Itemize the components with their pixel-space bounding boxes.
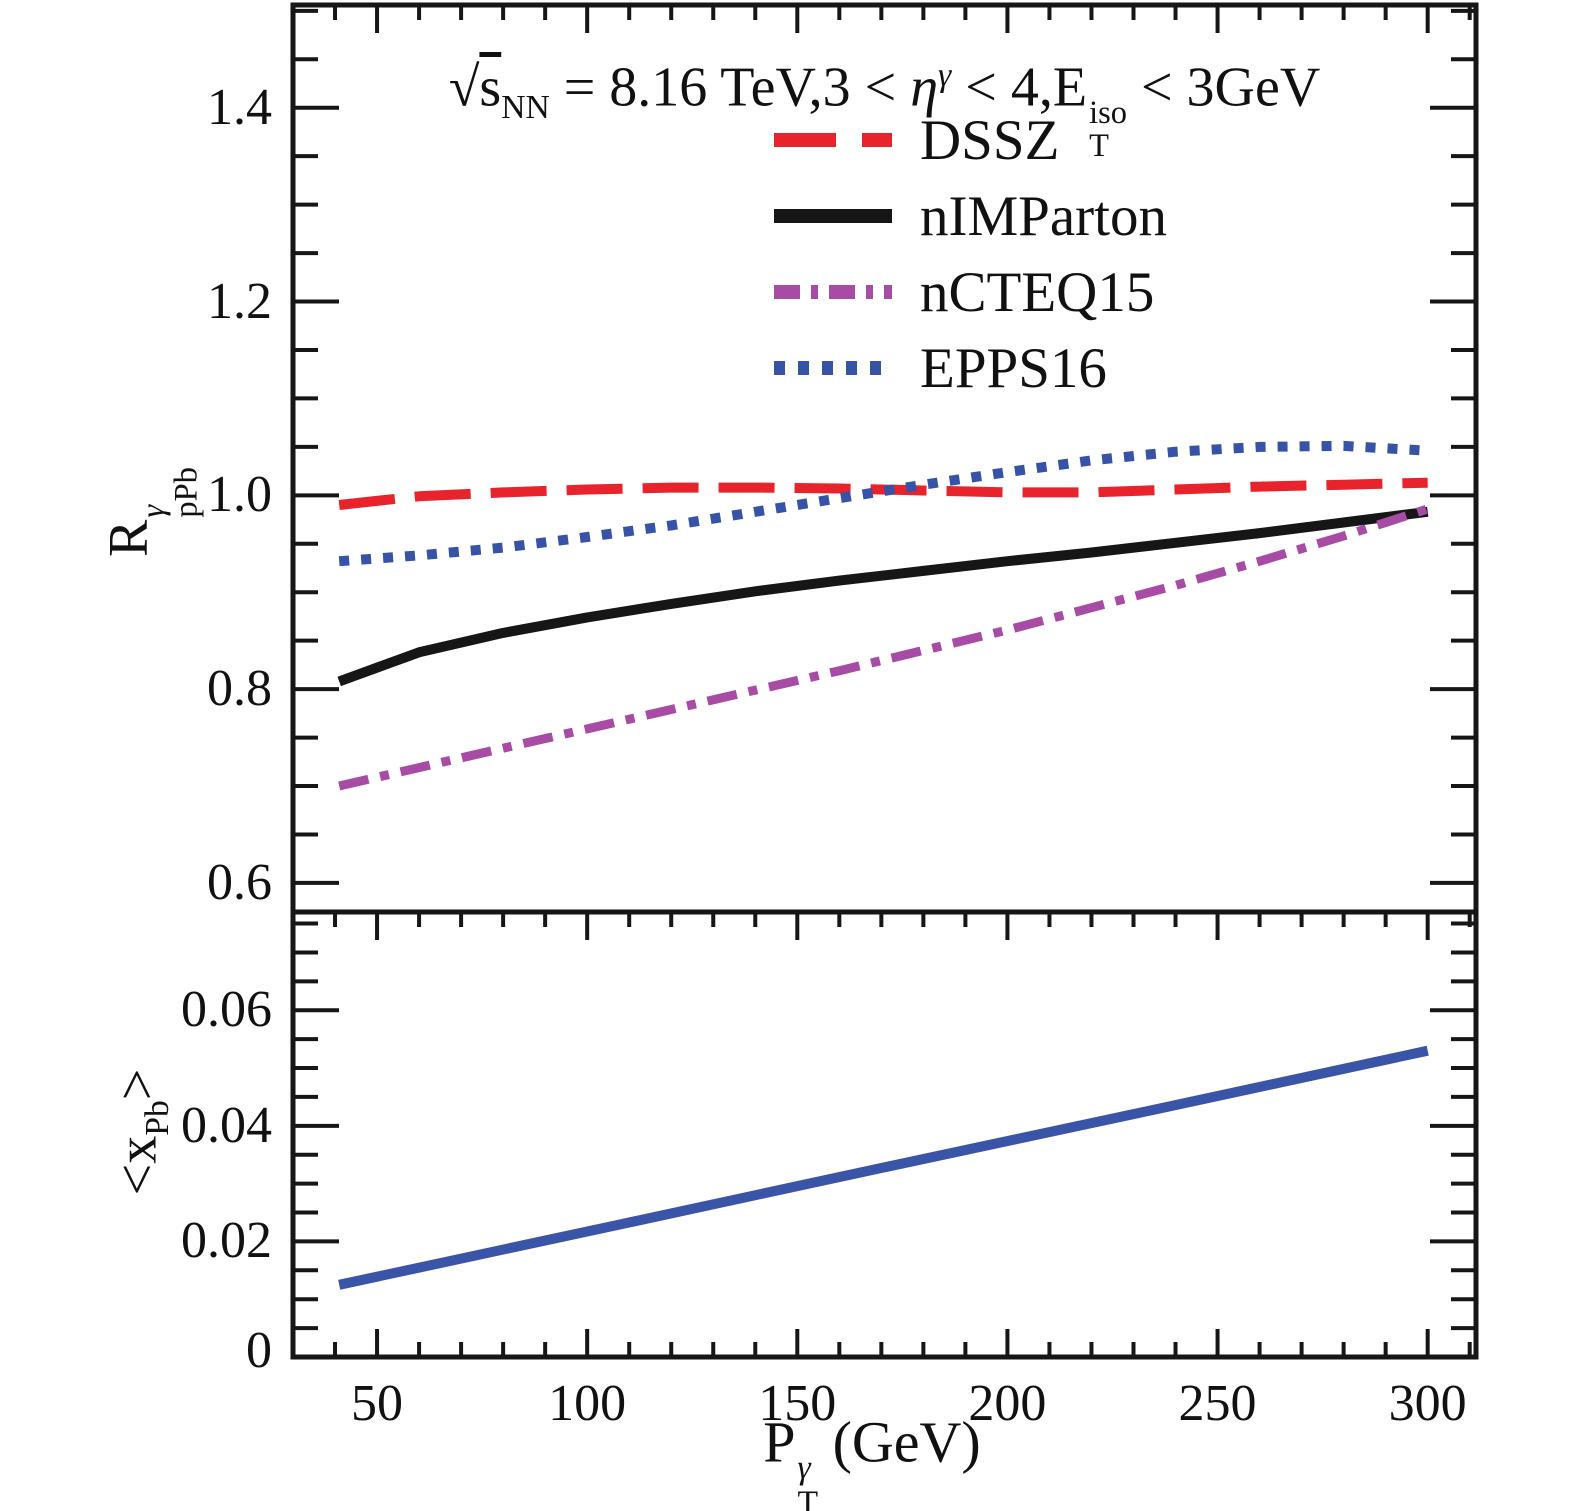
legend-swatch-epps16-dotted-line xyxy=(774,361,892,375)
top-y-tick-label: 1.2 xyxy=(207,272,272,330)
pt-t-sub: T xyxy=(797,1484,819,1511)
legend-item-nimparton: nIMParton xyxy=(772,178,1167,254)
et-iso-sub: T xyxy=(1089,127,1109,164)
legend-label-epps16: EPPS16 xyxy=(920,336,1107,400)
curve--x-pb- xyxy=(338,1045,1429,1290)
gev-unit: (GeV) xyxy=(818,1409,981,1475)
angle-open: < xyxy=(106,1163,169,1196)
title-segment-1: = 8.16 TeV,3 < xyxy=(549,56,911,119)
bottom-panel-frame xyxy=(290,909,1479,1360)
r-symbol: R xyxy=(97,519,160,557)
angle-close: > xyxy=(106,1068,169,1101)
legend-item-ncteq15: nCTEQ15 xyxy=(772,254,1167,330)
eta-symbol: η xyxy=(910,56,939,119)
legend: DSSZ nIMParton nCTEQ15 EPPS16 xyxy=(772,102,1167,406)
et-iso-sup: iso xyxy=(1089,94,1127,131)
bottom-y-tick-label: 0.04 xyxy=(181,1096,272,1154)
top-y-tick-label: 0.8 xyxy=(207,660,272,718)
legend-label-dssz: DSSZ xyxy=(920,108,1060,172)
et-iso-stack: iso T xyxy=(1089,94,1127,164)
title-segment-3: < 3GeV xyxy=(1126,56,1321,119)
sqrt-sign: √ xyxy=(448,56,480,119)
curve-dssz xyxy=(338,477,1428,510)
sqrt-s: s xyxy=(479,56,502,119)
pt-gamma-sup: γ xyxy=(797,1449,811,1487)
curve-nimparton xyxy=(337,506,1429,687)
x-tick-label: 300 xyxy=(1388,1375,1467,1432)
bottom-y-tick-label: 0.02 xyxy=(181,1212,272,1270)
x-tick-label: 200 xyxy=(968,1375,1047,1432)
bottom-y-tick-label: 0.06 xyxy=(181,981,272,1039)
p-symbol: P xyxy=(763,1409,796,1475)
top-y-tick-label: 1.0 xyxy=(207,466,272,524)
legend-label-nimparton: nIMParton xyxy=(920,184,1167,248)
eta-superscript: γ xyxy=(938,57,952,94)
bottom-y-tick-label: 0 xyxy=(246,1322,272,1379)
legend-item-epps16: EPPS16 xyxy=(772,330,1167,406)
legend-label-ncteq15: nCTEQ15 xyxy=(920,260,1155,324)
legend-swatch-dssz-dashed-line xyxy=(774,133,892,147)
plot-title: √sNN = 8.16 TeV,3 < ηγ < 4,E iso T < 3GeV xyxy=(293,58,1476,163)
x-tick-label: 100 xyxy=(548,1375,627,1432)
x-tick-label: 250 xyxy=(1178,1375,1257,1432)
title-segment-2: < 4,E xyxy=(951,56,1088,119)
legend-swatch-ncteq15-dashdot-line xyxy=(774,285,892,299)
curve-epps16 xyxy=(338,440,1428,567)
snn-subscript: NN xyxy=(501,88,550,126)
legend-swatch-nimparton-solid-line xyxy=(774,209,892,223)
top-y-tick-label: 0.6 xyxy=(207,853,272,911)
top-y-tick-label: 1.4 xyxy=(207,78,272,136)
x-tick-label: 50 xyxy=(351,1375,404,1432)
x-tick-label: 150 xyxy=(758,1375,837,1432)
legend-item-dssz: DSSZ xyxy=(772,102,1167,178)
